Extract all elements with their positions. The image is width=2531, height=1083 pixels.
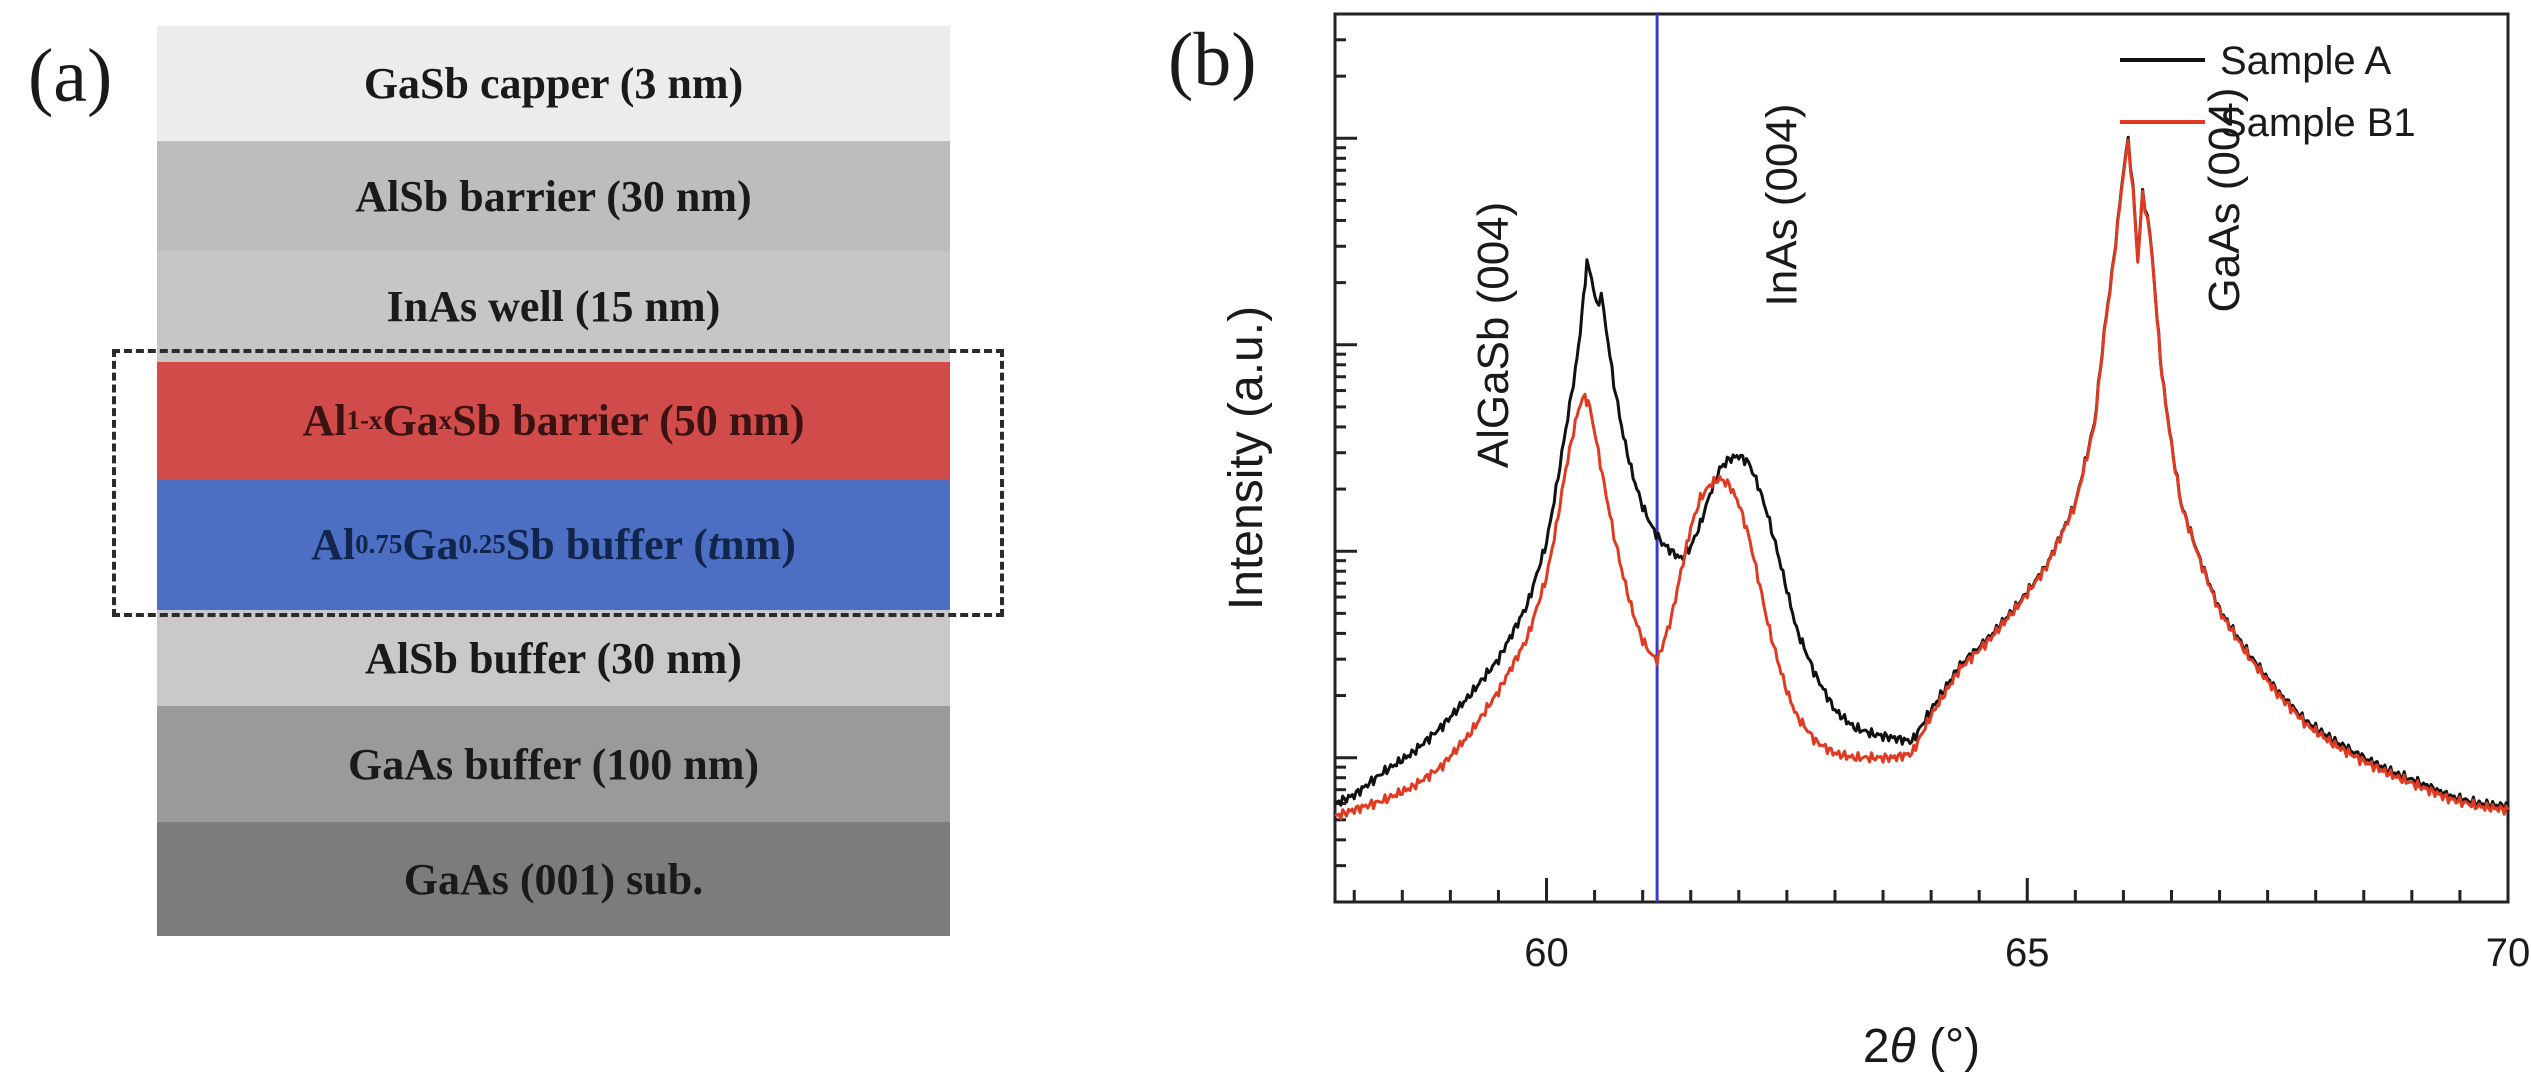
panel-b-label: (b) [1168, 18, 1257, 102]
plot-frame [1333, 12, 2510, 904]
layer-4: Al 0.75 Ga 0.25 Sb buffer (t nm) [157, 479, 950, 610]
y-axis-label: Intensity (a.u.) [1220, 306, 1273, 610]
peak-annotation: AlGaSb (004) [1469, 202, 1518, 469]
legend-label: Sample B1 [2220, 101, 2416, 145]
layer-7: GaAs (001) sub. [157, 822, 950, 936]
x-tick-label: 60 [1524, 931, 1569, 975]
series-line-sample-a [1334, 135, 2510, 813]
layer-6: GaAs buffer (100 nm) [157, 706, 950, 822]
peak-annotation: InAs (004) [1758, 104, 1807, 307]
x-tick-label: 70 [2486, 931, 2531, 975]
layer-1: AlSb barrier (30 nm) [157, 141, 950, 251]
x-axis-label: 2θ (°) [1863, 1020, 1980, 1073]
dashed-outline [112, 349, 1004, 617]
layer-3: Al 1-x Ga x Sb barrier (50 nm) [157, 362, 950, 479]
series-line-sample-b1 [1334, 138, 2510, 821]
peak-annotation: GaAs (004) [2200, 88, 2249, 313]
layer-2: InAs well (15 nm) [157, 251, 950, 362]
layer-5: AlSb buffer (30 nm) [157, 610, 950, 706]
panel-a-label: (a) [28, 34, 113, 118]
x-tick-label: 65 [2005, 931, 2050, 975]
legend-label: Sample A [2220, 39, 2392, 83]
layer-0: GaSb capper (3 nm) [157, 26, 950, 141]
